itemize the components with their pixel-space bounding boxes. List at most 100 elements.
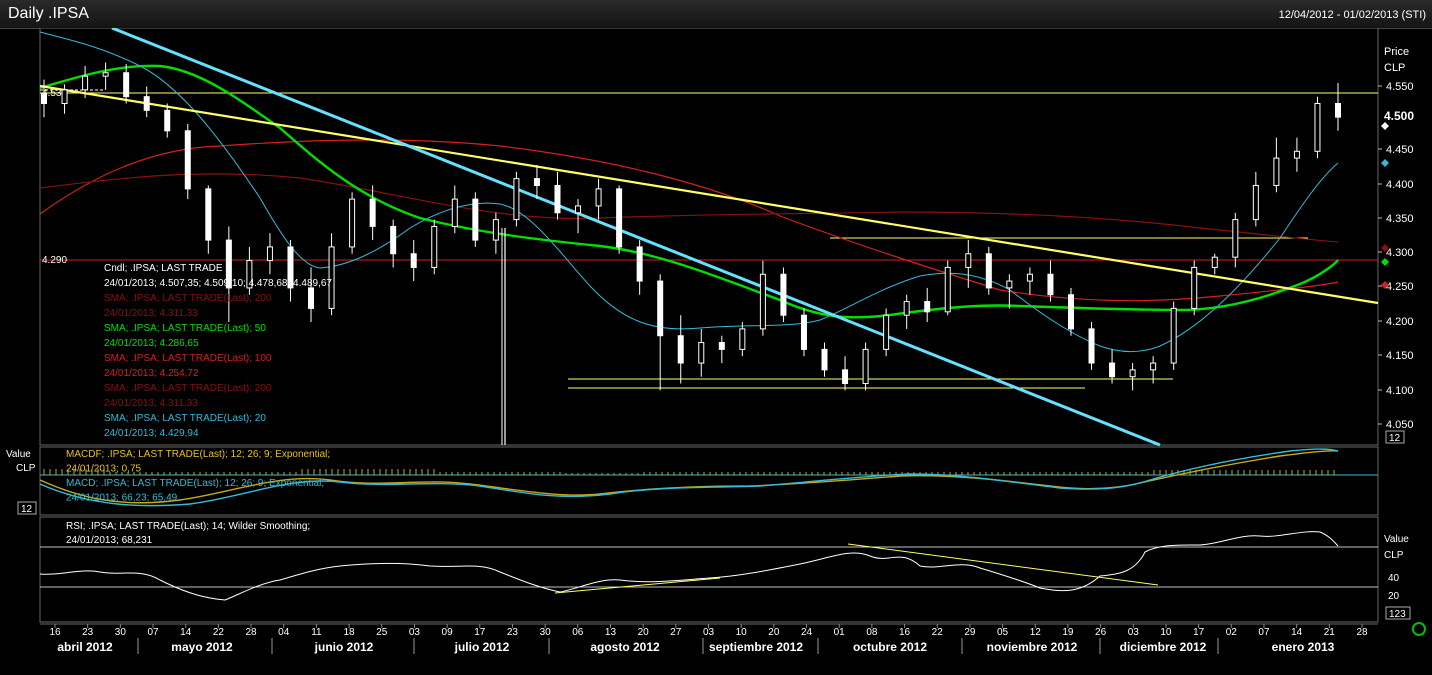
macd-histogram[interactable] (43, 469, 1335, 475)
candle-body[interactable] (883, 314, 890, 350)
macd-line[interactable] (39, 448, 1339, 507)
x-day-label: 17 (1193, 627, 1205, 638)
candle-body[interactable] (1088, 328, 1095, 364)
candle-body[interactable] (102, 72, 109, 77)
legend-entry: SMA; .IPSA; LAST TRADE(Last); 50 (104, 323, 266, 334)
candle-body[interactable] (595, 188, 602, 207)
candle-body[interactable] (1252, 184, 1259, 221)
candle-body[interactable] (205, 188, 212, 241)
x-day-label: 30 (540, 627, 552, 638)
x-day-label: 22 (932, 627, 944, 638)
candle-body[interactable] (698, 342, 705, 364)
price-axis: Price CLP 4.550 4.450 4.400 4.350 4.300 4.250… (1378, 46, 1414, 444)
price-tick-label: 4.550 (1386, 81, 1414, 93)
candle-body[interactable] (739, 328, 746, 350)
candle-body[interactable] (965, 253, 972, 268)
candle-body[interactable] (1211, 256, 1218, 268)
x-month-label: agosto 2012 (590, 640, 660, 654)
chart-title: Daily .IPSA (8, 5, 89, 22)
status-indicator-icon[interactable] (1412, 622, 1426, 636)
candle-body[interactable] (1191, 266, 1198, 309)
candle-body[interactable] (1150, 362, 1157, 371)
candle-body[interactable] (492, 219, 499, 241)
macd-badge-box[interactable] (17, 501, 37, 515)
sma200-line[interactable] (39, 173, 1339, 243)
candle-body[interactable] (985, 253, 992, 289)
x-day-label: 04 (278, 627, 290, 638)
candle-body[interactable] (1293, 150, 1300, 159)
candle-body[interactable] (533, 178, 540, 186)
candle-body[interactable] (554, 184, 561, 214)
candle-body[interactable] (390, 225, 397, 255)
sma50-line[interactable] (39, 64, 1339, 319)
candle-body[interactable] (431, 225, 438, 268)
rsi-line[interactable] (39, 531, 1339, 601)
candle-body[interactable] (1047, 273, 1054, 296)
candle-body[interactable] (1314, 102, 1321, 152)
candle-body[interactable] (472, 198, 479, 241)
price-panel[interactable] (39, 28, 1379, 446)
candle-body[interactable] (636, 246, 643, 282)
candle-body[interactable] (718, 342, 725, 350)
candle-body[interactable] (842, 369, 849, 385)
x-day-label: 07 (1258, 627, 1270, 638)
candle-body[interactable] (123, 72, 130, 98)
candle-body[interactable] (184, 130, 191, 190)
cyan-trendline[interactable] (111, 28, 1161, 447)
yellow-trendline[interactable] (39, 84, 1379, 305)
candle-body[interactable] (657, 280, 664, 337)
candle-body[interactable] (266, 246, 273, 262)
candle-body[interactable] (143, 96, 150, 111)
x-day-label: 05 (997, 627, 1009, 638)
candle-body[interactable] (780, 273, 787, 316)
candle-body[interactable] (1109, 362, 1116, 378)
candle-body[interactable] (41, 92, 47, 104)
candle-body[interactable] (451, 198, 458, 227)
candle-body[interactable] (369, 198, 376, 227)
sma20-line[interactable] (39, 31, 1339, 353)
candle-body[interactable] (1273, 157, 1280, 186)
candle-body[interactable] (410, 253, 417, 268)
candle-body[interactable] (328, 246, 335, 309)
candle-body[interactable] (513, 178, 520, 221)
candle-body[interactable] (1006, 280, 1013, 289)
price-tick-label: 4.250 (1386, 281, 1414, 293)
candle-body[interactable] (225, 239, 232, 289)
candle-body[interactable] (924, 301, 931, 313)
rsi-badge-box[interactable] (1385, 606, 1411, 620)
candle-body[interactable] (800, 314, 807, 350)
candle-body[interactable] (164, 109, 171, 132)
legend-entry: SMA; .IPSA; LAST TRADE(Last); 200 (104, 383, 272, 394)
rsi-support-trendline[interactable] (554, 577, 721, 594)
candle-body[interactable] (944, 266, 951, 313)
chart-canvas[interactable]: Price CLP 4.550 4.450 4.400 4.350 4.300 4.250… (0, 28, 1432, 675)
candle-body[interactable] (1170, 307, 1177, 364)
x-month-label: mayo 2012 (171, 640, 233, 654)
candle-series[interactable] (41, 62, 1341, 391)
candle-body[interactable] (82, 75, 89, 91)
candle-body[interactable] (862, 348, 869, 385)
candle-body[interactable] (1335, 102, 1341, 118)
candle-body[interactable] (759, 273, 766, 330)
candle-body[interactable] (1129, 369, 1136, 378)
candle-body[interactable] (821, 348, 828, 371)
x-day-label: 16 (899, 627, 911, 638)
candle-body[interactable] (616, 188, 623, 248)
candle-body[interactable] (1232, 219, 1239, 258)
rsi-panel[interactable] (39, 516, 1379, 623)
candle-body[interactable] (1026, 273, 1033, 282)
price-scale-badge-box[interactable] (1385, 430, 1405, 444)
candle-body[interactable] (308, 287, 315, 309)
candle-body[interactable] (349, 198, 356, 248)
x-day-label: 09 (442, 627, 454, 638)
candle-body[interactable] (1067, 294, 1074, 330)
rsi-resistance-trendline[interactable] (847, 543, 1159, 586)
macd-panel[interactable] (39, 446, 1379, 516)
candle-body[interactable] (677, 335, 684, 364)
legend-entry: RSI; .IPSA; LAST TRADE(Last); 14; Wilder… (66, 521, 310, 532)
candle-body[interactable] (903, 301, 910, 316)
candle-body[interactable] (61, 89, 68, 104)
candle-body[interactable] (575, 205, 582, 214)
candle-body[interactable] (246, 260, 253, 289)
candle-body[interactable] (287, 246, 294, 289)
